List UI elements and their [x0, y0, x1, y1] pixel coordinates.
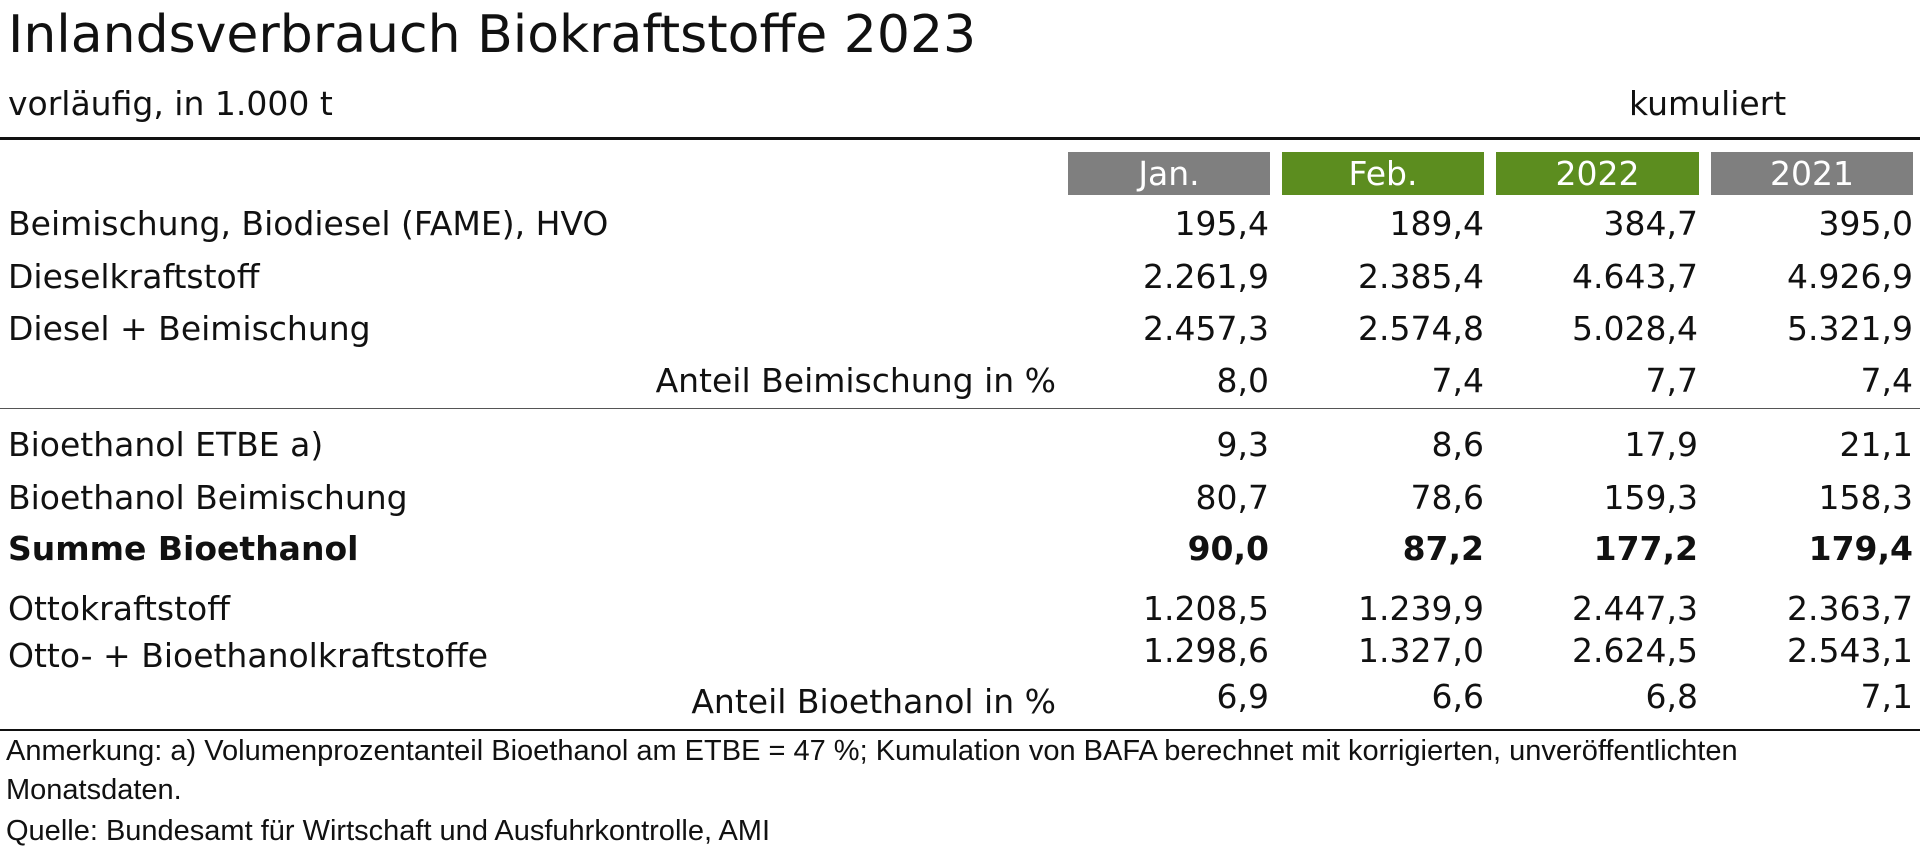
row-label: Ottokraftstoff	[8, 589, 230, 628]
cell-feb: 2.385,4	[1358, 257, 1484, 296]
column-header-feb: Feb.	[1282, 152, 1484, 195]
row-label: Bioethanol ETBE a)	[8, 425, 324, 464]
cell-jan: 2.457,3	[1143, 309, 1269, 348]
page-subtitle: vorläufig, in 1.000 t	[8, 84, 333, 123]
row-label: Diesel + Beimischung	[8, 309, 371, 348]
cell-2021: 179,4	[1808, 529, 1913, 568]
column-header-2022: 2022	[1496, 152, 1699, 195]
cell-2021: 21,1	[1839, 425, 1913, 464]
column-header-jan: Jan.	[1068, 152, 1270, 195]
cell-2022: 4.643,7	[1572, 257, 1698, 296]
cell-feb: 87,2	[1402, 529, 1484, 568]
row-label: Beimischung, Biodiesel (FAME), HVO	[8, 204, 609, 243]
table-row: Beimischung, Biodiesel (FAME), HVO 195,4…	[0, 202, 1920, 246]
cell-2022: 17,9	[1624, 425, 1698, 464]
cell-jan: 90,0	[1187, 529, 1269, 568]
cell-2021: 2.543,1	[1787, 631, 1913, 670]
row-label: Anteil Bioethanol in %	[691, 682, 1056, 721]
row-label: Bioethanol Beimischung	[8, 478, 408, 517]
table-row: Bioethanol ETBE a) 9,3 8,6 17,9 21,1	[0, 423, 1920, 467]
cell-feb: 2.574,8	[1358, 309, 1484, 348]
row-label: Summe Bioethanol	[8, 529, 359, 568]
cell-jan: 6,9	[1216, 677, 1269, 716]
cell-2022: 7,7	[1645, 361, 1698, 400]
cell-2022: 177,2	[1593, 529, 1698, 568]
cell-2022: 384,7	[1603, 204, 1698, 243]
cell-2021: 7,1	[1860, 677, 1913, 716]
footnote: Anmerkung: a) Volumenprozentanteil Bioet…	[6, 735, 1738, 767]
source-note: Quelle: Bundesamt für Wirtschaft und Aus…	[6, 815, 771, 847]
cell-2022: 6,8	[1645, 677, 1698, 716]
table-row: Anteil Bioethanol in % 6,9 6,6 6,8 7,1	[0, 677, 1920, 724]
section-divider	[0, 408, 1920, 409]
cell-2022: 2.447,3	[1572, 589, 1698, 628]
cell-2021: 395,0	[1818, 204, 1913, 243]
cell-feb: 6,6	[1431, 677, 1484, 716]
cell-2022: 2.624,5	[1572, 631, 1698, 670]
cell-feb: 78,6	[1410, 478, 1484, 517]
table-row: Dieselkraftstoff 2.261,9 2.385,4 4.643,7…	[0, 255, 1920, 299]
cell-jan: 1.298,6	[1143, 631, 1269, 670]
cell-feb: 8,6	[1431, 425, 1484, 464]
cumulative-label: kumuliert	[1629, 84, 1787, 123]
row-label: Dieselkraftstoff	[8, 257, 260, 296]
table-row: Diesel + Beimischung 2.457,3 2.574,8 5.0…	[0, 307, 1920, 351]
cell-jan: 9,3	[1216, 425, 1269, 464]
cell-2021: 5.321,9	[1787, 309, 1913, 348]
table-row: Anteil Beimischung in % 8,0 7,4 7,7 7,4	[0, 359, 1920, 403]
row-label: Otto- + Bioethanolkraftstoffe	[8, 636, 489, 675]
cell-feb: 1.327,0	[1358, 631, 1484, 670]
top-rule	[0, 137, 1920, 140]
cell-2022: 5.028,4	[1572, 309, 1698, 348]
cell-jan: 1.208,5	[1143, 589, 1269, 628]
table-row: Otto- + Bioethanolkraftstoffe 1.298,6 1.…	[0, 631, 1920, 678]
cell-2021: 7,4	[1860, 361, 1913, 400]
footnote-continued: Monatsdaten.	[6, 774, 182, 806]
column-header-2021: 2021	[1711, 152, 1913, 195]
cell-feb: 189,4	[1389, 204, 1484, 243]
cell-jan: 80,7	[1195, 478, 1269, 517]
cell-jan: 8,0	[1216, 361, 1269, 400]
table-row: Bioethanol Beimischung 80,7 78,6 159,3 1…	[0, 476, 1920, 520]
cell-jan: 2.261,9	[1143, 257, 1269, 296]
cell-2022: 159,3	[1603, 478, 1698, 517]
cell-jan: 195,4	[1174, 204, 1269, 243]
table-row-total: Summe Bioethanol 90,0 87,2 177,2 179,4	[0, 527, 1920, 571]
cell-2021: 158,3	[1818, 478, 1913, 517]
bottom-rule	[0, 729, 1920, 731]
cell-feb: 1.239,9	[1358, 589, 1484, 628]
row-label: Anteil Beimischung in %	[655, 361, 1056, 400]
cell-2021: 4.926,9	[1787, 257, 1913, 296]
page-title: Inlandsverbrauch Biokraftstoffe 2023	[8, 5, 977, 65]
cell-feb: 7,4	[1431, 361, 1484, 400]
table-row: Ottokraftstoff 1.208,5 1.239,9 2.447,3 2…	[0, 587, 1920, 631]
cell-2021: 2.363,7	[1787, 589, 1913, 628]
